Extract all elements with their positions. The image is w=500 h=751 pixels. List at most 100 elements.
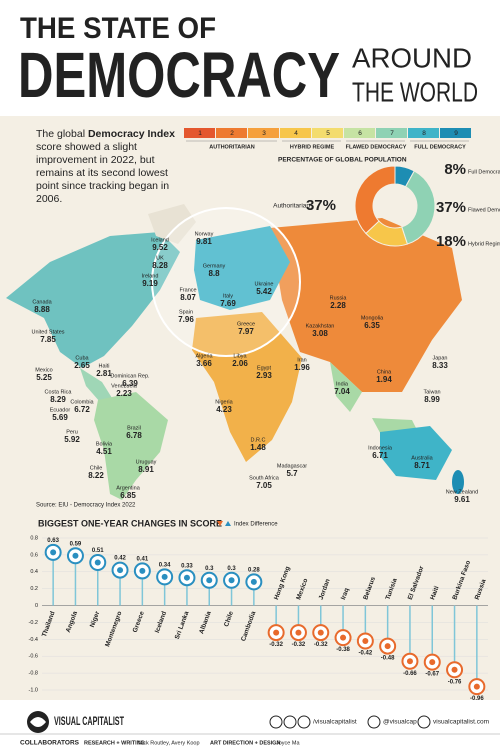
country-score: 2.81 <box>96 369 112 378</box>
credit-names: Nick Routley, Avery Koop <box>138 740 200 746</box>
flag-center <box>451 666 458 673</box>
country-name: New Zealand <box>446 489 478 495</box>
scale-group: HYBRID REGIME <box>290 144 335 150</box>
scale-level: 9 <box>454 130 458 137</box>
y-tick-label: -0.8 <box>29 671 38 677</box>
flag-center <box>94 559 101 566</box>
country-score: 8.33 <box>432 361 448 370</box>
country-score: 9.81 <box>196 237 212 246</box>
y-tick-label: -0.2 <box>29 620 38 626</box>
continent <box>452 470 464 494</box>
value-label: 0.3 <box>227 566 236 572</box>
country-name: Brazil <box>127 425 141 431</box>
scale-level: 7 <box>390 130 394 137</box>
legend-label: Hybrid Regime <box>468 241 500 247</box>
source: Source: EIU - Democracy Index 2022 <box>36 503 136 509</box>
value-label: -0.67 <box>425 672 439 678</box>
country-name: Dominican Rep. <box>110 373 150 379</box>
country-name: Madagascar <box>277 463 307 469</box>
continent <box>192 312 302 462</box>
country-score: 1.96 <box>294 363 310 372</box>
country-score: 8.07 <box>180 293 196 302</box>
country-score: 8.99 <box>424 395 440 404</box>
legend-label: Authoritarian <box>273 203 310 210</box>
value-label: -0.42 <box>359 651 373 657</box>
y-tick-label: -0.4 <box>29 637 38 643</box>
legend-marker <box>217 521 223 526</box>
country-score: 5.69 <box>52 413 68 422</box>
social-handle: @visualcap <box>383 719 417 726</box>
country-name: China <box>377 369 392 375</box>
country-score: 4.23 <box>216 405 232 414</box>
country-name: Haiti <box>98 363 109 369</box>
scale-group: AUTHORITARIAN <box>209 144 254 150</box>
legend-label: Index Difference <box>234 522 278 528</box>
country-name: Mexico <box>35 367 52 373</box>
value-label: -0.66 <box>403 671 417 677</box>
legend-label: Flawed Democracy <box>468 207 500 213</box>
scale-swatch <box>280 128 311 138</box>
country-score: 7.96 <box>178 315 194 324</box>
country-name: Iceland <box>151 237 169 243</box>
legend-marker <box>225 521 231 526</box>
country-score: 6.85 <box>120 491 136 500</box>
continent <box>270 218 462 392</box>
country-score: 2.65 <box>74 361 90 370</box>
country-score: 5.42 <box>256 287 272 296</box>
country-name: Libya <box>233 353 247 359</box>
chart-title: PERCENTAGE OF GLOBAL POPULATION <box>278 157 407 164</box>
country-name: Norway <box>195 231 214 237</box>
country-score: 8.91 <box>138 465 154 474</box>
country-name: Mongolia <box>361 315 384 321</box>
value-label: -0.38 <box>336 647 350 653</box>
chart-panel <box>0 512 500 700</box>
country-score: 8.29 <box>50 395 66 404</box>
donut-chart: PERCENTAGE OF GLOBAL POPULATION 8% Full De… <box>273 157 500 250</box>
value-label: 0.41 <box>137 557 149 563</box>
flag-center <box>161 573 168 580</box>
country-name: Taiwan <box>423 389 440 395</box>
brand: VISUAL CAPITALIST <box>54 714 124 728</box>
country-name: D.R.C <box>251 437 266 443</box>
value-label: 0.63 <box>47 538 59 544</box>
title-right: THE WORLD <box>352 76 478 107</box>
y-tick-label: 0.8 <box>30 535 38 541</box>
country-name: Cuba <box>75 355 89 361</box>
country-name: Ireland <box>142 273 159 279</box>
country-name: Ecuador <box>50 407 71 413</box>
country-score: 2.23 <box>116 389 132 398</box>
credit-names: Joyce Ma <box>276 740 300 746</box>
y-tick-label: 0.6 <box>30 552 38 558</box>
credit-label: ART DIRECTION + DESIGN <box>210 740 280 746</box>
country-name: South Africa <box>249 475 280 481</box>
country-score: 5.7 <box>286 469 298 478</box>
flag-center <box>228 577 235 584</box>
credit-label: RESEARCH + WRITING <box>84 740 145 746</box>
website: visualcapitalist.com <box>433 719 489 726</box>
y-tick-label: 0.2 <box>30 586 38 592</box>
continent <box>6 232 180 368</box>
value-label: -0.96 <box>470 696 484 702</box>
world-map <box>6 204 464 500</box>
country-name: Indonesia <box>368 445 393 451</box>
scale-level: 5 <box>326 130 330 137</box>
scale-swatch <box>344 128 375 138</box>
country-score: 2.06 <box>232 359 248 368</box>
intro-text: The global Democracy Index score showed … <box>36 128 176 206</box>
title-main: DEMOCRACY <box>18 39 340 111</box>
country-name: Spain <box>179 309 193 315</box>
value-label: 8% <box>444 161 466 178</box>
scale-swatch <box>216 128 247 138</box>
intro-part: The global <box>36 128 86 140</box>
country-name: Uruguay <box>136 459 157 465</box>
continent <box>80 368 112 402</box>
magnifier <box>151 207 301 357</box>
social-icon <box>283 715 297 729</box>
country-score: 6.72 <box>74 405 90 414</box>
flag-center <box>206 577 213 584</box>
country-score: 4.51 <box>96 447 112 456</box>
flag-center <box>183 574 190 581</box>
country-name: UK <box>156 255 164 261</box>
continent <box>330 362 362 412</box>
